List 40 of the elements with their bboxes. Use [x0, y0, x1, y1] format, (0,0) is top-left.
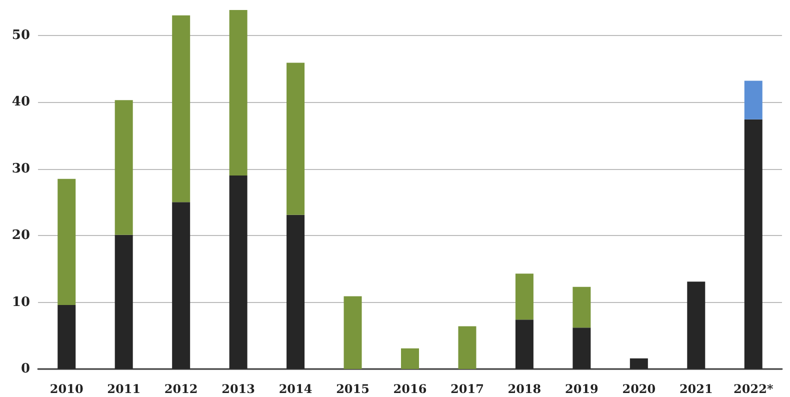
bar	[572, 328, 591, 369]
bar	[172, 15, 190, 202]
x-tick-label: 2014	[278, 382, 312, 396]
bar	[344, 296, 362, 369]
x-tick-label: 2018	[508, 382, 542, 396]
x-tick-label: 2022*	[734, 382, 774, 396]
x-tick-label: 2012	[164, 382, 198, 396]
x-tick-label: 2013	[222, 382, 256, 396]
bar	[458, 326, 476, 369]
x-tick-label: 2016	[393, 382, 427, 396]
bar	[744, 80, 762, 120]
bar	[572, 286, 591, 328]
bar	[286, 62, 305, 215]
y-tick-label: 40	[12, 94, 30, 110]
x-tick-label: 2010	[50, 382, 84, 396]
y-tick-label: 20	[12, 228, 30, 244]
x-tick-label: 2021	[679, 382, 713, 396]
bar	[58, 304, 76, 369]
bar	[401, 348, 419, 369]
bar	[58, 178, 76, 305]
bar	[172, 202, 190, 369]
x-tick-label: 2020	[622, 382, 656, 396]
bar	[630, 358, 648, 369]
x-tick-label: 2017	[450, 382, 484, 396]
bar	[114, 100, 133, 235]
y-tick-label: 50	[12, 28, 30, 43]
bar	[744, 119, 762, 369]
bar	[687, 282, 706, 369]
y-tick-label: 30	[12, 161, 30, 176]
bar	[229, 10, 248, 176]
x-tick-label: 2011	[107, 382, 141, 396]
y-tick-label: 10	[12, 294, 30, 310]
y-tick-label: 0	[20, 362, 30, 376]
x-tick-label: 2019	[564, 382, 598, 396]
bar	[229, 175, 248, 369]
x-tick-label: 2015	[336, 382, 370, 396]
bar	[286, 214, 305, 369]
bar	[114, 234, 133, 369]
bar	[515, 320, 534, 369]
bar	[515, 274, 534, 320]
